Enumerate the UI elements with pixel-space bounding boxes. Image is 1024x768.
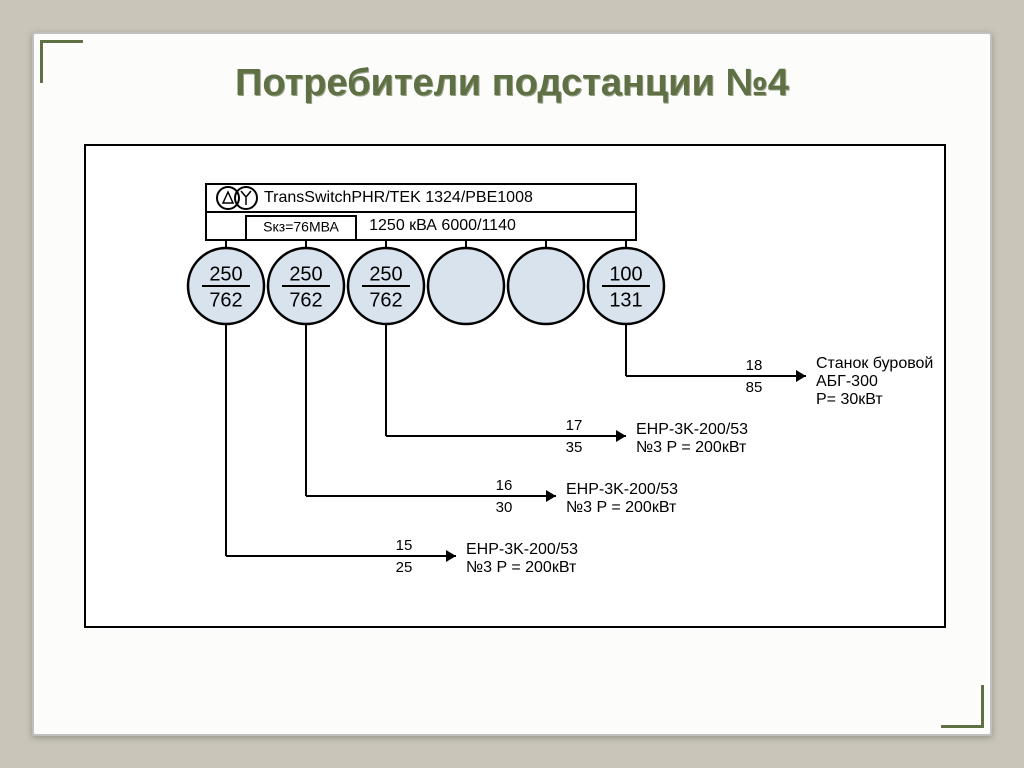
svg-text:№3 P = 200кВт: №3 P = 200кВт	[566, 499, 677, 516]
svg-text:№3 P = 200кВт: №3 P = 200кВт	[636, 439, 747, 456]
svg-text:EHP-3K-200/53: EHP-3K-200/53	[636, 421, 748, 438]
svg-text:18: 18	[746, 357, 763, 374]
substation-diagram: TransSwitchPHR/TEK 1324/PBE1008 1250 кВА …	[86, 146, 944, 626]
svg-text:P= 30кВт: P= 30кВт	[816, 391, 883, 408]
svg-text:131: 131	[609, 289, 642, 311]
svg-text:762: 762	[369, 289, 402, 311]
diagram-container: TransSwitchPHR/TEK 1324/PBE1008 1250 кВА …	[84, 144, 946, 628]
svg-text:№3 P = 200кВт: №3 P = 200кВт	[466, 559, 577, 576]
svg-text:762: 762	[209, 289, 242, 311]
svg-text:250: 250	[289, 263, 322, 285]
slide-card: Потребители подстанции №4 TransSwitchPHR…	[32, 32, 992, 736]
svg-text:762: 762	[289, 289, 322, 311]
svg-text:Станок буровой: Станок буровой	[816, 355, 933, 372]
corner-decoration-br	[941, 685, 984, 728]
svg-text:250: 250	[209, 263, 242, 285]
svg-text:EHP-3K-200/53: EHP-3K-200/53	[566, 481, 678, 498]
svg-text:30: 30	[496, 499, 513, 516]
svg-text:15: 15	[396, 537, 413, 554]
svg-text:16: 16	[496, 477, 513, 494]
svg-text:250: 250	[369, 263, 402, 285]
svg-text:TransSwitchPHR/TEK 1324/PBE100: TransSwitchPHR/TEK 1324/PBE1008	[264, 189, 533, 206]
svg-text:Sкз=76МВА: Sкз=76МВА	[263, 219, 339, 235]
corner-decoration-tl	[40, 40, 83, 83]
svg-text:АБГ-300: АБГ-300	[816, 373, 878, 390]
svg-text:25: 25	[396, 559, 413, 576]
svg-text:1250 кВА 6000/1140: 1250 кВА 6000/1140	[369, 217, 516, 234]
svg-text:17: 17	[566, 417, 583, 434]
slide-title: Потребители подстанции №4	[34, 62, 990, 105]
svg-text:EHP-3K-200/53: EHP-3K-200/53	[466, 541, 578, 558]
svg-text:85: 85	[746, 379, 763, 396]
svg-text:100: 100	[609, 263, 642, 285]
svg-text:35: 35	[566, 439, 583, 456]
slide-background: Потребители подстанции №4 TransSwitchPHR…	[0, 0, 1024, 768]
